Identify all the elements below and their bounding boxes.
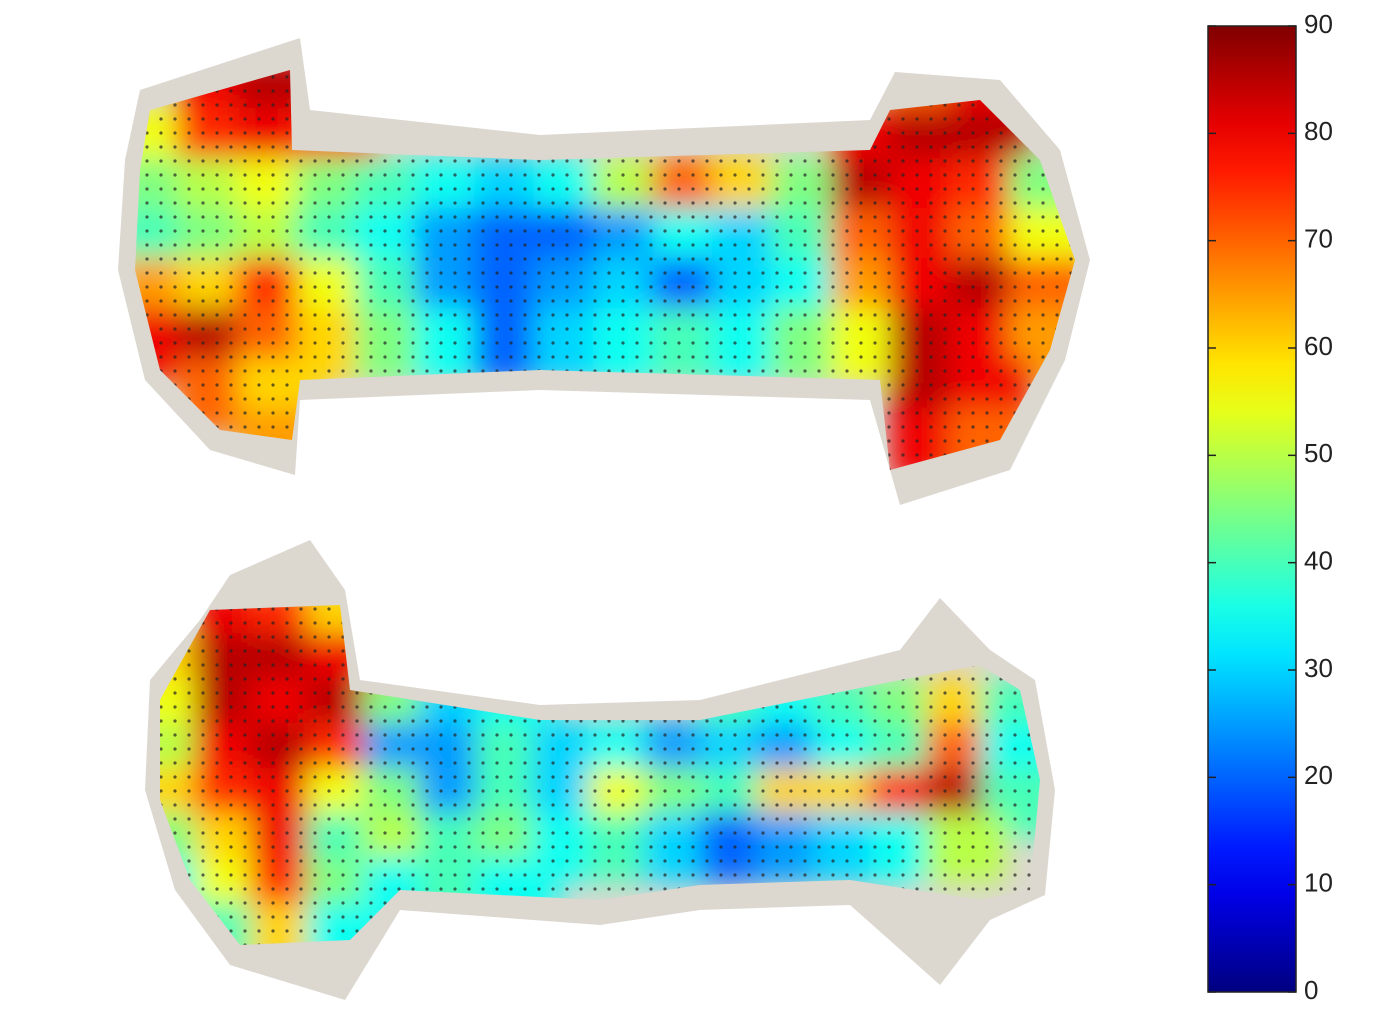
grid-dots (135, 70, 1075, 470)
tick-label: 20 (1304, 760, 1333, 790)
colorbar: 0 10 20 30 40 50 60 70 80 90 (1207, 9, 1333, 1005)
tick-label: 0 (1304, 975, 1318, 1005)
tick-label: 60 (1304, 331, 1333, 361)
tick-label: 30 (1304, 653, 1333, 683)
colorbar-scale (1207, 25, 1297, 993)
tick-label: 40 (1304, 546, 1333, 576)
tick-label: 50 (1304, 438, 1333, 468)
tick-label: 10 (1304, 868, 1333, 898)
tick-label: 70 (1304, 224, 1333, 254)
tick-label: 90 (1304, 9, 1333, 39)
tick-label: 80 (1304, 116, 1333, 146)
